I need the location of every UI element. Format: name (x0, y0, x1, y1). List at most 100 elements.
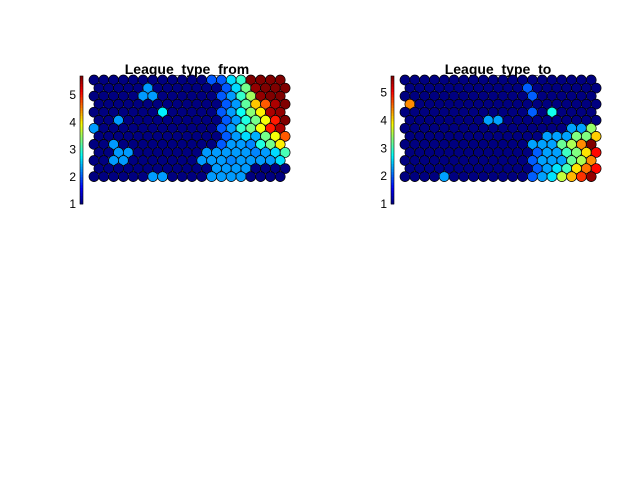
hex-cell (279, 131, 291, 142)
hex-cell (590, 82, 602, 94)
colorbar-segment (391, 81, 394, 85)
colorbar-segment (80, 185, 83, 189)
colorbar-segment (80, 113, 83, 117)
hex-cell (487, 171, 499, 182)
colorbar-segment (80, 169, 83, 173)
colorbar-frame (390, 75, 395, 205)
colorbar-segment (80, 89, 83, 93)
colorbar-segment (80, 201, 83, 205)
colorbar-segment (80, 102, 83, 106)
colorbar-segment (80, 172, 83, 176)
hex-cell (517, 171, 528, 182)
colorbar-segment (391, 153, 394, 157)
colorbar-segment (80, 190, 83, 194)
panel-league-type-from: League_type_from 1 2 3 4 5 (69, 61, 291, 211)
colorbar-segment (80, 116, 83, 120)
colorbar-segment (80, 86, 83, 90)
hex-cell (225, 171, 237, 182)
hex-cell (274, 171, 286, 182)
colorbar-segment (80, 196, 83, 200)
hex-cell (196, 171, 208, 182)
colorbar-segment (80, 180, 83, 184)
panel-title: League_type_from (125, 61, 249, 77)
hex-cell (576, 171, 587, 182)
colorbar-segment (80, 140, 83, 144)
colorbar-tick-label: 4 (380, 114, 387, 128)
colorbar-segment (80, 193, 83, 197)
colorbar-segment (391, 108, 394, 112)
colorbar-segment (391, 161, 394, 165)
colorbar-tick-label: 2 (69, 170, 76, 184)
colorbar-segment (80, 137, 83, 141)
hex-cell (245, 171, 257, 182)
colorbar-segment (391, 166, 394, 170)
colorbar-segment (391, 188, 394, 192)
colorbar-segment (80, 126, 83, 130)
colorbar-segment (80, 145, 83, 149)
colorbar-segment (80, 161, 83, 165)
colorbar-segment (80, 108, 83, 112)
hex-cell (556, 171, 568, 182)
colorbar-tick-label: 3 (69, 143, 76, 157)
colorbar-tick-label: 5 (380, 86, 387, 100)
hex-cell (279, 114, 291, 126)
panel-title: League_type_to (445, 61, 552, 77)
hex-cell (585, 122, 597, 134)
colorbar-segment (391, 102, 394, 106)
hex-cell (497, 171, 509, 182)
panel-league-type-to: League_type_to 1 2 3 4 5 (380, 61, 602, 211)
colorbar-segment (391, 190, 394, 194)
colorbar-segment (80, 110, 83, 114)
hex-cell (590, 98, 602, 110)
colorbar-tick-label: 3 (380, 141, 387, 155)
colorbar-tick-label: 1 (69, 197, 76, 211)
colorbar-segment (80, 198, 83, 202)
hex-cell (527, 171, 538, 182)
hex-cell (546, 171, 558, 182)
hex-cell (274, 106, 286, 118)
colorbar-segment (391, 196, 394, 200)
colorbar-tick-label: 1 (380, 197, 387, 211)
colorbar (79, 75, 84, 205)
colorbar-segment (391, 121, 394, 125)
colorbar-segment (391, 172, 394, 176)
hex-cell (279, 147, 291, 158)
colorbar-segment (391, 150, 394, 154)
colorbar-segment (80, 164, 83, 168)
colorbar-segment (391, 86, 394, 90)
colorbar-segment (80, 81, 83, 85)
hex-cell (118, 171, 129, 182)
colorbar-segment (391, 126, 394, 130)
colorbar-segment (391, 84, 394, 88)
colorbar-segment (80, 156, 83, 160)
colorbar-segment (391, 78, 394, 82)
colorbar-segment (391, 118, 394, 122)
colorbar-segment (391, 129, 394, 133)
colorbar-tick-label: 2 (380, 169, 387, 183)
colorbar-segment (391, 145, 394, 149)
hex-cell (590, 163, 602, 174)
colorbar-segment (80, 188, 83, 192)
hex-cell (419, 171, 430, 182)
hex-cell (478, 171, 489, 182)
colorbar-ticks: 1 2 3 4 5 (380, 86, 387, 211)
colorbar-segment (391, 92, 394, 96)
colorbar-segment (80, 134, 83, 138)
colorbar-segment (80, 105, 83, 109)
colorbar-segment (391, 169, 394, 173)
colorbar-segment (391, 100, 394, 104)
hex-cell (536, 171, 548, 182)
colorbar-segment (80, 174, 83, 178)
hex-cell (399, 171, 411, 182)
hex-cell (429, 171, 440, 182)
colorbar-segment (391, 89, 394, 93)
colorbar-segment (391, 76, 394, 80)
colorbar-segment (391, 201, 394, 205)
colorbar-segment (391, 185, 394, 189)
hex-cell (274, 155, 286, 166)
colorbar (390, 75, 395, 205)
hex-cell (507, 171, 519, 182)
colorbar-segment (80, 78, 83, 82)
colorbar-segment (80, 132, 83, 136)
colorbar-segment (391, 105, 394, 109)
